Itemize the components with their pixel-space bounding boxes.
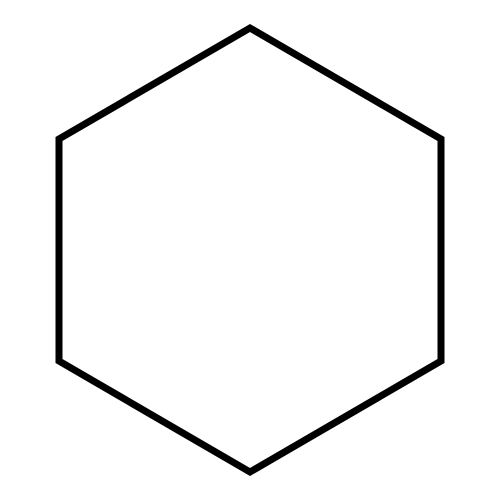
hexagon-shape <box>59 28 441 472</box>
hexagon-diagram <box>0 0 500 500</box>
hexagon-svg <box>0 0 500 500</box>
